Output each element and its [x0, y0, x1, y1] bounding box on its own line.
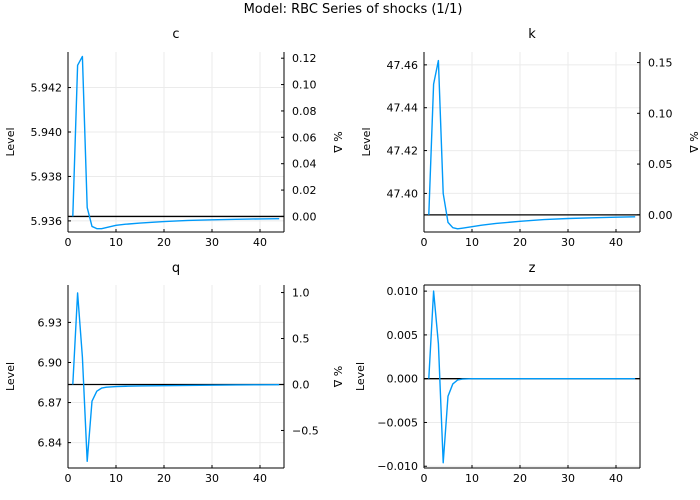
y-tick-label-right: 0.08	[292, 105, 317, 118]
x-tick-label: 20	[513, 236, 527, 249]
x-tick-label: 20	[157, 472, 171, 485]
y-tick-label-right: 0.15	[648, 57, 673, 70]
x-tick-label: 0	[65, 236, 72, 249]
y-tick-label-right: 0.12	[292, 52, 317, 65]
y-axis-label-right: % Δ	[331, 131, 344, 153]
y-tick-label: 6.93	[38, 316, 63, 329]
y-tick-label-right: 0.04	[292, 158, 317, 171]
y-tick-label-right: 0.5	[292, 333, 310, 346]
subplot-k: k 0 10 20 30 40 47.40 47.42 47.44 47.46 0.00 0.05 0.…	[360, 27, 700, 249]
y-tick-label: −0.005	[377, 416, 418, 429]
series-line	[428, 59, 636, 230]
x-tick-label: 40	[253, 472, 267, 485]
y-axis-label-right: % Δ	[687, 131, 700, 153]
y-tick-label: 0.000	[387, 373, 419, 386]
y-tick-label: −0.010	[377, 460, 418, 473]
subplot-title: c	[172, 27, 179, 42]
y-tick-label-right: 0.00	[648, 209, 673, 222]
x-tick-label: 10	[109, 236, 123, 249]
subplot-title: z	[529, 261, 536, 276]
x-tick-label: 40	[253, 236, 267, 249]
y-tick-label-right: 0.10	[648, 107, 673, 120]
x-tick-label: 10	[465, 472, 479, 485]
x-tick-label: 20	[157, 236, 171, 249]
series-line	[72, 292, 280, 463]
y-axis-label: Level	[354, 362, 367, 391]
x-tick-label: 30	[561, 472, 575, 485]
y-axis-label: Level	[360, 127, 373, 156]
y-tick-label-right: 0.00	[292, 210, 317, 223]
subplot-title: k	[528, 27, 536, 42]
subplot-c: c 0 10 20 30 40 5.936 5.938 5.940 5.942 0.00 0.02 0.…	[4, 27, 344, 249]
y-tick-label: 47.44	[387, 102, 419, 115]
y-tick-label-right: 1.0	[292, 287, 310, 300]
y-tick-label: 5.942	[31, 82, 63, 95]
y-tick-label-right: 0.06	[292, 131, 317, 144]
y-tick-label-right: 0.02	[292, 184, 317, 197]
subplot-q: q 0 10 20 30 40 6.84 6.87 6.90 6.93 −0.5 0.0 0.5 1.0 L…	[4, 261, 344, 485]
y-axis-label: Level	[4, 127, 17, 156]
y-tick-label: 6.87	[38, 397, 63, 410]
y-tick-label: 5.938	[31, 170, 63, 183]
series-line	[72, 55, 280, 230]
y-tick-label: 6.84	[38, 437, 63, 450]
figure-suptitle: Model: RBC Series of shocks (1/1)	[244, 2, 463, 17]
y-tick-label: 5.940	[31, 126, 63, 139]
y-tick-label-right: 0.10	[292, 79, 317, 92]
y-tick-label: 47.42	[387, 145, 419, 158]
x-tick-label: 10	[109, 472, 123, 485]
subplot-z: z 0 10 20 30 40 −0.010 −0.005 0.000 0.005 0.010 Lev…	[354, 261, 641, 485]
x-tick-label: 0	[421, 472, 428, 485]
x-tick-label: 40	[609, 236, 623, 249]
x-tick-label: 0	[65, 472, 72, 485]
x-tick-label: 30	[205, 236, 219, 249]
x-tick-label: 20	[513, 472, 527, 485]
y-tick-label: 0.010	[387, 285, 419, 298]
y-tick-label: 5.936	[31, 215, 63, 228]
series-line	[428, 290, 636, 464]
x-tick-label: 30	[205, 472, 219, 485]
y-axis-label: Level	[4, 362, 17, 391]
y-tick-label-right: −0.5	[292, 424, 319, 437]
y-tick-label: 47.40	[387, 187, 419, 200]
x-tick-label: 40	[609, 472, 623, 485]
subplot-title: q	[172, 261, 180, 276]
y-tick-label: 0.005	[387, 329, 419, 342]
y-tick-label-right: 0.05	[648, 158, 673, 171]
y-tick-label: 47.46	[387, 59, 419, 72]
x-tick-label: 0	[421, 236, 428, 249]
y-axis-label-right: % Δ	[331, 366, 344, 388]
y-tick-label: 6.90	[38, 356, 63, 369]
y-tick-label-right: 0.0	[292, 378, 310, 391]
x-tick-label: 10	[465, 236, 479, 249]
x-tick-label: 30	[561, 236, 575, 249]
